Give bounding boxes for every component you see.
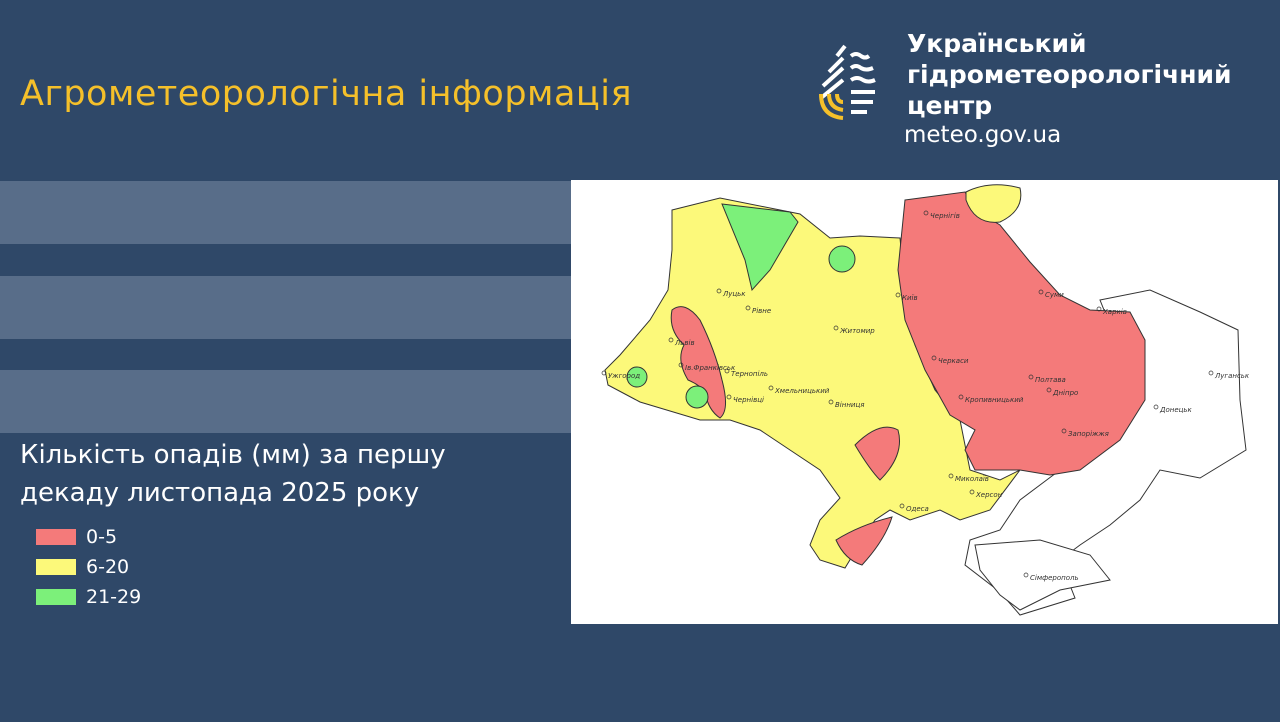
city-label: Рівне <box>752 307 771 315</box>
legend-swatch-red <box>36 529 76 545</box>
city-label: Черкаси <box>938 357 969 365</box>
city-marker <box>1023 572 1029 578</box>
map-caption: Кількість опадів (мм) за першу декаду ли… <box>20 436 446 512</box>
region-0-5-west <box>670 306 726 419</box>
city-label: Запоріжжя <box>1068 430 1109 438</box>
city-marker <box>726 394 732 400</box>
city-marker <box>678 362 684 368</box>
city-marker <box>1038 289 1044 295</box>
city-marker <box>1028 374 1034 380</box>
legend-swatch-yellow <box>36 559 76 575</box>
drop-logo-icon <box>819 44 876 120</box>
city-marker <box>1046 387 1052 393</box>
region-21-29-zhytomyr <box>828 245 856 273</box>
city-label: Донецьк <box>1159 406 1193 414</box>
city-label: Дніпро <box>1052 389 1078 397</box>
region-0-5-east <box>897 191 1146 476</box>
city-label: Херсон <box>975 491 1003 499</box>
org-line: гідрометеорологічний <box>907 60 1232 89</box>
ukraine-map-svg: Чернігів Суми Харків Луцьк Рівне Житомир Київ Л… <box>601 184 1250 616</box>
city-marker <box>745 305 751 311</box>
legend: 0-5 6-20 21-29 <box>36 522 141 612</box>
city-label: Київ <box>902 294 918 302</box>
city-label: Полтава <box>1035 376 1066 384</box>
city-label: Львів <box>674 339 695 347</box>
city-marker <box>899 503 905 509</box>
city-marker <box>668 337 674 343</box>
city-label: Луцьк <box>722 290 746 298</box>
city-label: Харків <box>1102 308 1127 316</box>
city-marker <box>1096 306 1102 312</box>
city-marker <box>1061 428 1067 434</box>
legend-item: 6-20 <box>36 552 141 582</box>
city-label: Кропивницький <box>965 396 1024 404</box>
city-label: Сімферополь <box>1030 574 1079 582</box>
precipitation-map: Чернігів Суми Харків Луцьк Рівне Житомир Київ Л… <box>571 180 1278 624</box>
region-0-5-south-west <box>854 426 900 481</box>
city-label: Одеса <box>906 505 929 513</box>
decor-stripe <box>0 276 571 339</box>
city-label: Вінниця <box>835 401 864 409</box>
city-label: Ужгород <box>608 372 640 380</box>
city-marker <box>969 489 975 495</box>
region-21-29-chernivtsi <box>685 385 709 409</box>
city-label: Чернігів <box>930 212 960 220</box>
city-label: Житомир <box>839 327 875 335</box>
caption-line: Кількість опадів (мм) за першу <box>20 440 446 470</box>
city-marker <box>1208 370 1214 376</box>
city-label: Ів.Франківськ <box>685 364 736 372</box>
city-marker <box>958 394 964 400</box>
city-label: Чернівці <box>733 396 764 404</box>
city-marker <box>724 368 730 374</box>
city-marker <box>716 288 722 294</box>
legend-label: 21-29 <box>86 586 142 608</box>
region-0-5-coast <box>835 516 893 566</box>
caption-line: декаду листопада 2025 року <box>20 478 420 508</box>
city-marker <box>923 210 929 216</box>
city-marker <box>948 473 954 479</box>
page-title: Агрометеорологічна інформація <box>20 74 633 114</box>
city-label: Суми <box>1045 291 1064 299</box>
city-label: Хмельницький <box>774 387 830 395</box>
city-label: Миколаїв <box>955 475 989 483</box>
city-label: Тернопіль <box>731 370 768 378</box>
city-label: Луганськ <box>1214 372 1250 380</box>
region-21-29-uzhhorod <box>626 366 648 388</box>
city-marker <box>601 370 607 376</box>
region-6-20-north <box>965 184 1022 223</box>
org-line: Український <box>907 29 1087 58</box>
legend-label: 0-5 <box>86 526 118 548</box>
legend-item: 0-5 <box>36 522 141 552</box>
organization-name: Український гідрометеорологічний центр <box>907 28 1232 121</box>
city-marker <box>768 385 774 391</box>
website-link[interactable]: meteo.gov.ua <box>904 122 1062 148</box>
crimea <box>974 539 1111 611</box>
decor-stripe <box>0 370 571 433</box>
decor-stripe <box>0 181 571 244</box>
legend-label: 6-20 <box>86 556 130 578</box>
legend-item: 21-29 <box>36 582 141 612</box>
city-marker <box>931 355 937 361</box>
city-marker <box>895 292 901 298</box>
legend-swatch-green <box>36 589 76 605</box>
city-marker <box>828 399 834 405</box>
city-marker <box>833 325 839 331</box>
region-21-29-north <box>721 203 799 292</box>
city-marker <box>1153 404 1159 410</box>
org-line: центр <box>907 91 993 120</box>
